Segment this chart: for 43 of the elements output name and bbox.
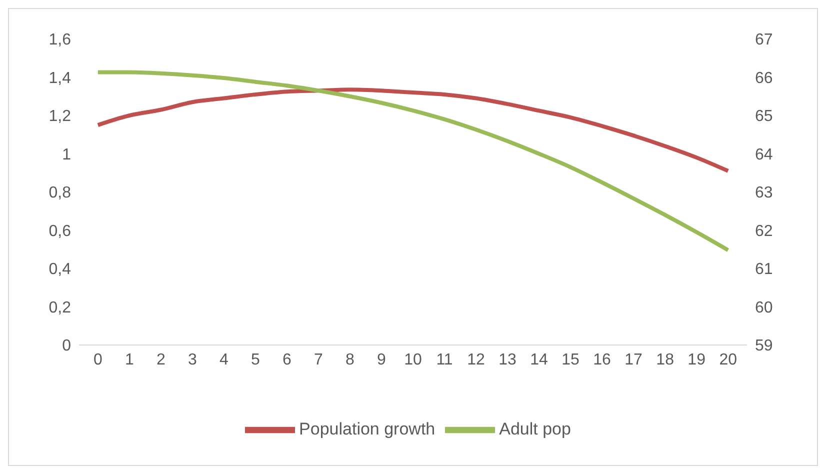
x-tick-label: 17: [624, 351, 643, 368]
x-tick-label: 0: [93, 351, 102, 368]
x-tick-label: 18: [656, 351, 674, 368]
y-tick-label: 0,4: [48, 261, 72, 278]
x-tick-label: 1: [124, 351, 134, 368]
x-tick-label: 9: [377, 351, 386, 368]
y2-tick-label: 65: [755, 108, 773, 126]
y-tick-label: 0: [62, 338, 72, 355]
legend-label: Adult pop: [499, 419, 571, 438]
x-tick-label: 5: [251, 351, 260, 368]
x-tick-label: 2: [156, 351, 166, 368]
x-tick-label: 12: [467, 351, 486, 368]
y2-tick-label: 67: [755, 32, 773, 49]
y2-tick-label: 62: [755, 222, 773, 240]
x-tick-label: 6: [282, 351, 292, 368]
y2-tick-label: 60: [755, 299, 773, 316]
x-tick-label: 15: [562, 351, 580, 368]
x-tick-label: 3: [188, 351, 197, 368]
x-tick-label: 4: [219, 351, 228, 368]
x-tick-label: 20: [719, 351, 738, 368]
y2-tick-label: 59: [755, 338, 773, 355]
y-tick-label: 1,6: [48, 32, 72, 49]
y-tick-label: 1: [62, 146, 72, 164]
x-tick-label: 11: [436, 351, 453, 368]
line-series: [96, 88, 730, 173]
x-tick-label: 16: [593, 351, 612, 368]
line-series: [96, 70, 730, 252]
legend-label: Population growth: [299, 419, 436, 438]
y-tick-label: 0,2: [48, 299, 72, 316]
y-tick-label: 0,8: [48, 184, 72, 202]
x-tick-label: 13: [498, 351, 517, 368]
y-tick-label: 1,2: [48, 108, 72, 126]
x-tick-label: 19: [688, 351, 706, 368]
y2-tick-label: 63: [755, 184, 773, 202]
x-tick-label: 8: [346, 351, 355, 368]
y-tick-label: 1,4: [48, 70, 72, 87]
x-tick-label: 10: [404, 351, 422, 368]
x-tick-label: 14: [530, 351, 548, 368]
y2-tick-label: 61: [755, 261, 773, 278]
y2-tick-label: 66: [755, 70, 773, 87]
y2-tick-label: 64: [755, 146, 773, 164]
y-tick-label: 0,6: [48, 222, 72, 240]
x-tick-label: 7: [314, 351, 324, 368]
